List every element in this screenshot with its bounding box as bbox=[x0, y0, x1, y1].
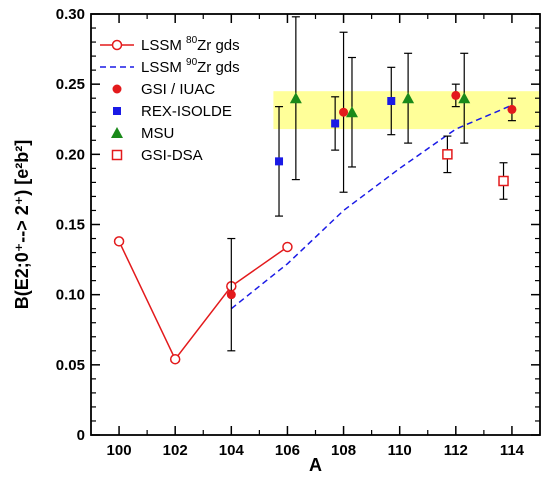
y-tick-label: 0.10 bbox=[56, 287, 85, 304]
series-6 bbox=[442, 135, 509, 200]
y-tick-label: 0.30 bbox=[56, 6, 85, 23]
x-tick-label: 112 bbox=[444, 442, 468, 459]
data-point bbox=[507, 104, 517, 114]
series-layer bbox=[113, 16, 517, 365]
y-tick-label: 0.20 bbox=[56, 146, 85, 163]
legend-item: REX-ISOLDE bbox=[113, 103, 232, 120]
data-point bbox=[442, 149, 453, 160]
legend-label: MSU bbox=[141, 125, 174, 142]
legend: LSSM 80Zr gds LSSM 90Zr gds GSI / IUAC REX… bbox=[100, 35, 240, 164]
legend-label: LSSM 80Zr gds bbox=[141, 35, 240, 54]
data-point bbox=[345, 106, 358, 118]
legend-label: GSI / IUAC bbox=[141, 81, 215, 98]
legend-swatch-marker bbox=[111, 149, 123, 161]
data-point bbox=[387, 97, 396, 106]
legend-label: REX-ISOLDE bbox=[141, 103, 232, 120]
y-tick-label: 0.15 bbox=[56, 217, 85, 234]
data-point bbox=[289, 92, 302, 104]
data-point bbox=[451, 90, 461, 100]
y-axis-title: B(E2;0⁺--> 2⁺) [e²b²] bbox=[12, 140, 32, 310]
legend-label: GSI-DSA bbox=[141, 147, 203, 164]
data-point bbox=[113, 236, 125, 247]
data-point bbox=[458, 92, 471, 104]
data-point bbox=[226, 290, 236, 300]
data-point bbox=[169, 353, 181, 365]
data-point bbox=[331, 119, 340, 128]
x-axis-title: A bbox=[309, 455, 322, 475]
series-5 bbox=[289, 16, 471, 181]
legend-item: MSU bbox=[111, 125, 174, 142]
legend-swatch-marker bbox=[113, 107, 121, 115]
series-3 bbox=[226, 31, 517, 352]
series-line bbox=[118, 241, 288, 361]
x-tick-label: 102 bbox=[163, 442, 188, 459]
y-tick-label: 0.25 bbox=[56, 76, 85, 93]
series-2 bbox=[230, 104, 513, 310]
data-point bbox=[339, 107, 349, 117]
legend-item: GSI-DSA bbox=[111, 147, 203, 164]
x-tick-label: 100 bbox=[107, 442, 132, 459]
legend-swatch-marker bbox=[112, 84, 122, 94]
y-tick-label: 0.05 bbox=[56, 357, 85, 374]
x-tick-label: 108 bbox=[331, 442, 356, 459]
legend-swatch-marker bbox=[111, 127, 123, 138]
legend-item: LSSM 80Zr gds bbox=[100, 35, 240, 54]
data-point bbox=[282, 241, 293, 253]
legend-item: GSI / IUAC bbox=[112, 81, 215, 98]
series-line bbox=[230, 104, 513, 310]
y-tick-label: 0 bbox=[77, 427, 85, 444]
data-point bbox=[275, 157, 284, 166]
series-4 bbox=[275, 66, 396, 217]
x-tick-label: 104 bbox=[219, 442, 245, 459]
axis-ticks: 100 102 104 106 108 110 112 114 0 0.05 0.10 0.15 0.2… bbox=[56, 6, 540, 459]
legend-swatch-marker bbox=[111, 39, 123, 51]
legend-item: LSSM 90Zr gds bbox=[100, 57, 240, 76]
x-tick-label: 114 bbox=[500, 442, 525, 459]
legend-label: LSSM 90Zr gds bbox=[141, 57, 240, 76]
x-tick-label: 110 bbox=[388, 442, 412, 459]
data-point bbox=[498, 175, 509, 187]
x-tick-label: 106 bbox=[275, 442, 300, 459]
data-point bbox=[402, 92, 415, 104]
